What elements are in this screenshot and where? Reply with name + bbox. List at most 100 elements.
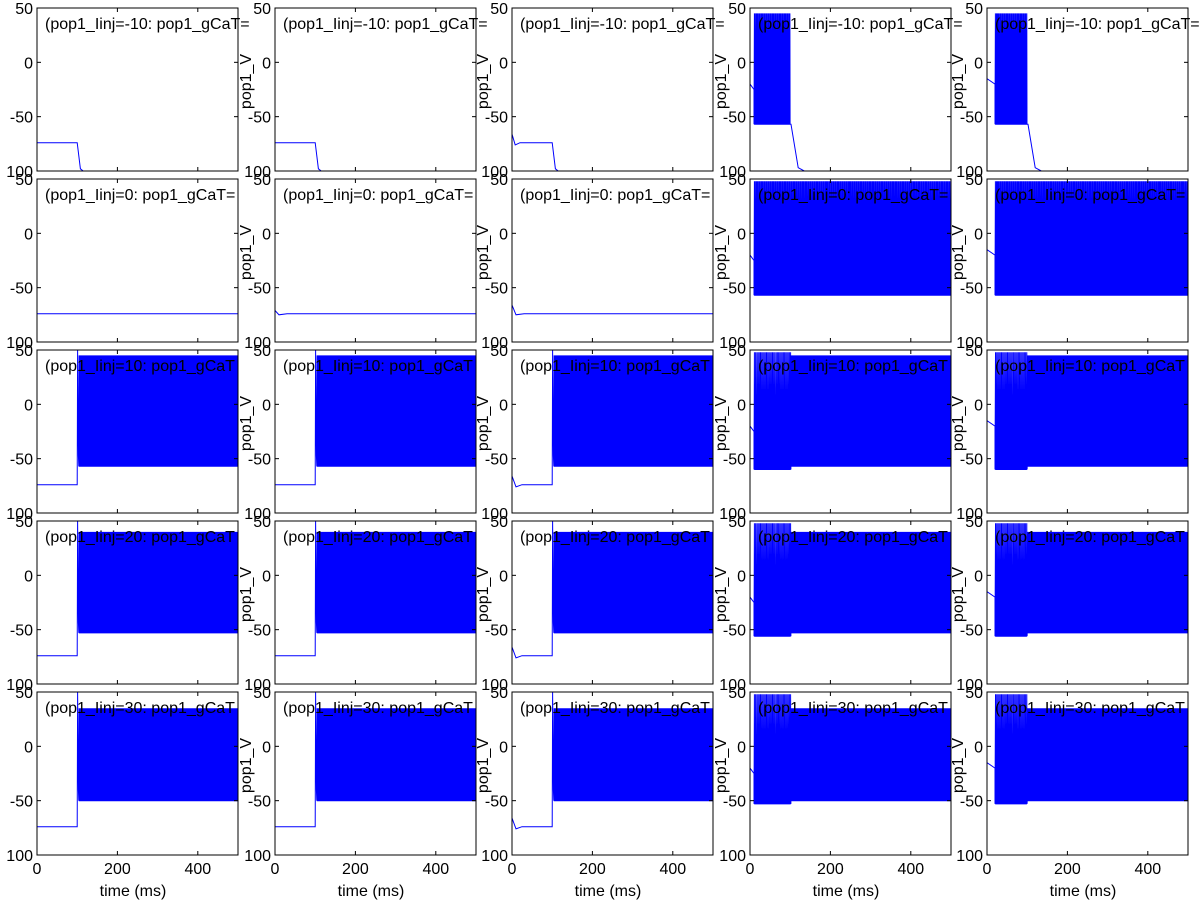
voltage-trace (512, 350, 713, 488)
panel-title: (pop1_Iinj=20: pop1_gCaT (995, 529, 1185, 546)
x-tick-label: 0 (508, 861, 517, 878)
axes-frame (36, 349, 239, 514)
panel-title: (pop1_Iinj=-10: pop1_gCaT= (283, 16, 488, 33)
y-tick-label: 50 (965, 1, 983, 18)
axes-frame (749, 349, 952, 514)
x-axis-label: time (ms) (1050, 883, 1117, 900)
panel-r3-c2: 50 0 -50 100 (pop1_Iinj=20: pop1_gCaT pop1_V (475, 514, 714, 694)
y-tick-label: 100 (244, 164, 271, 181)
voltage-trace (750, 181, 951, 296)
y-axis-label: pop1_V (238, 225, 255, 280)
y-tick-label: 0 (499, 568, 508, 585)
y-tick-label: -50 (960, 452, 983, 469)
y-tick-label: 0 (24, 397, 33, 414)
panel-r3-c3: 50 0 -50 100 (pop1_Iinj=20: pop1_gCaT pop1_V (713, 514, 952, 694)
panel-r3-c1: 50 0 -50 100 (pop1_Iinj=20: pop1_gCaT pop1_V (238, 514, 477, 694)
x-tick-label: 0 (271, 861, 280, 878)
y-tick-label: 100 (481, 506, 508, 523)
y-tick-label: 0 (737, 397, 746, 414)
y-tick-label: 50 (253, 343, 271, 360)
y-tick-label: 100 (6, 677, 33, 694)
x-tick-label: 0 (33, 861, 42, 878)
y-axis-label: pop1_V (475, 225, 492, 280)
y-tick-label: -50 (248, 110, 271, 127)
y-tick-label: -50 (485, 623, 508, 640)
y-axis-label: pop1_V (950, 54, 967, 109)
y-tick-label: 100 (6, 506, 33, 523)
y-tick-label: -50 (960, 110, 983, 127)
y-tick-label: 100 (956, 335, 983, 352)
y-tick-label: -50 (485, 794, 508, 811)
y-tick-label: 50 (253, 1, 271, 18)
y-tick-label: -50 (248, 623, 271, 640)
y-tick-label: 100 (481, 677, 508, 694)
axes-frame (36, 178, 239, 343)
y-tick-label: -50 (723, 452, 746, 469)
panel-title: (pop1_Iinj=30: pop1_gCaT (995, 700, 1185, 717)
y-axis-label: pop1_V (238, 396, 255, 451)
axes-frame (511, 691, 714, 856)
y-tick-label: 50 (728, 343, 746, 360)
y-tick-label: 100 (481, 335, 508, 352)
y-tick-label: 0 (499, 226, 508, 243)
x-tick-label: 200 (104, 861, 131, 878)
axes-frame (749, 520, 952, 685)
y-tick-label: 100 (244, 506, 271, 523)
y-tick-label: -50 (723, 281, 746, 298)
voltage-trace (750, 13, 951, 171)
x-tick-label: 0 (746, 861, 755, 878)
panel-title: (pop1_Iinj=-10: pop1_gCaT= (520, 16, 725, 33)
panel-title: (pop1_Iinj=10: pop1_gCaT (758, 358, 948, 375)
panel-title: (pop1_Iinj=30: pop1_gCaT (520, 700, 710, 717)
y-tick-label: 50 (965, 343, 983, 360)
axes-frame (511, 178, 714, 343)
y-axis-label: pop1_V (950, 567, 967, 622)
axes-frame (511, 7, 714, 172)
y-tick-label: 100 (6, 335, 33, 352)
y-tick-label: 100 (6, 164, 33, 181)
y-tick-label: 0 (974, 739, 983, 756)
y-tick-label: 0 (974, 568, 983, 585)
panel-title: (pop1_Iinj=0: pop1_gCaT= (995, 187, 1185, 204)
y-tick-label: 100 (481, 848, 508, 865)
y-tick-label: 0 (974, 55, 983, 72)
axes-frame (986, 349, 1189, 514)
y-tick-label: 50 (15, 514, 33, 531)
voltage-trace (750, 352, 951, 470)
x-axis-label: time (ms) (813, 883, 880, 900)
panel-r2-c0: 50 0 -50 100 (pop1_Iinj=10: pop1_gCaT (6, 343, 239, 523)
y-tick-label: 50 (253, 514, 271, 531)
y-tick-label: 50 (15, 172, 33, 189)
y-axis-label: pop1_V (950, 396, 967, 451)
panel-title: (pop1_Iinj=20: pop1_gCaT (283, 529, 473, 546)
y-tick-label: 100 (481, 164, 508, 181)
voltage-trace (275, 142, 476, 171)
y-axis-label: pop1_V (950, 738, 967, 793)
y-tick-label: 100 (719, 506, 746, 523)
y-tick-label: 0 (24, 226, 33, 243)
voltage-trace (37, 521, 238, 657)
y-tick-label: 50 (490, 1, 508, 18)
panel-title: (pop1_Iinj=10: pop1_gCaT (520, 358, 710, 375)
y-tick-label: -50 (723, 794, 746, 811)
voltage-trace (275, 310, 476, 316)
axes-frame (986, 691, 1189, 856)
y-axis-label: pop1_V (238, 567, 255, 622)
axes-frame (36, 520, 239, 685)
panel-title: (pop1_Iinj=-10: pop1_gCaT= (45, 16, 250, 33)
y-tick-label: 50 (253, 172, 271, 189)
y-tick-label: 100 (956, 506, 983, 523)
y-axis-label: pop1_V (713, 225, 730, 280)
x-tick-label: 200 (1054, 861, 1081, 878)
y-tick-label: 100 (719, 848, 746, 865)
axes-frame (511, 349, 714, 514)
y-tick-label: 100 (244, 677, 271, 694)
y-tick-label: 0 (499, 739, 508, 756)
y-tick-label: 50 (15, 343, 33, 360)
y-tick-label: 0 (499, 397, 508, 414)
y-tick-label: 0 (737, 55, 746, 72)
x-tick-label: 200 (579, 861, 606, 878)
y-tick-label: -50 (10, 281, 33, 298)
